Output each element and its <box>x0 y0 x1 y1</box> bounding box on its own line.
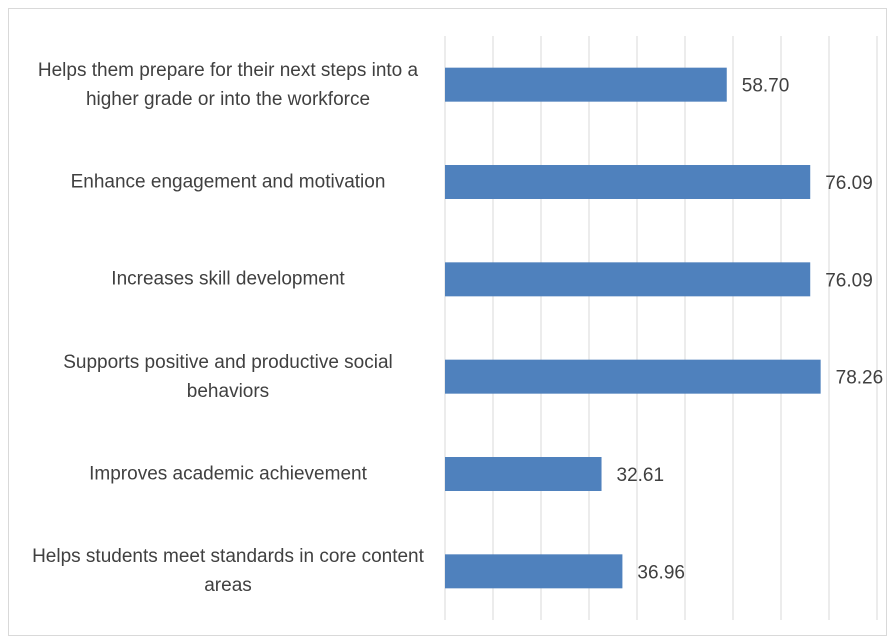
category-label: Helps them prepare for their next steps … <box>37 59 419 110</box>
category-label: Helps students meet standards in core co… <box>32 546 424 597</box>
bar <box>445 457 602 491</box>
data-label: 58.70 <box>742 76 790 97</box>
chart-border <box>8 8 887 636</box>
bar <box>445 165 811 199</box>
category-label: Supports positive and productive social … <box>63 351 393 402</box>
category-label: Enhance engagement and motivation <box>70 171 386 193</box>
category-label: Increases skill development <box>111 268 345 290</box>
data-label: 76.09 <box>825 173 873 194</box>
bar <box>445 262 811 297</box>
data-label: 32.61 <box>617 465 665 486</box>
bar <box>445 67 727 102</box>
data-label: 36.96 <box>637 562 685 583</box>
data-label: 76.09 <box>825 270 873 291</box>
data-label: 78.26 <box>836 368 884 389</box>
bar <box>445 554 623 589</box>
category-label: Improves academic achievement <box>89 463 367 485</box>
bar <box>445 359 821 394</box>
